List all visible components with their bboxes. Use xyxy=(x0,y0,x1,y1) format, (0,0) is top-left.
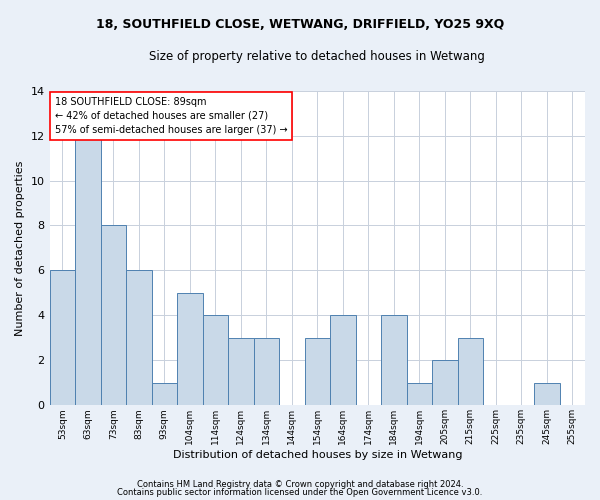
Bar xyxy=(126,270,152,406)
Text: 18, SOUTHFIELD CLOSE, WETWANG, DRIFFIELD, YO25 9XQ: 18, SOUTHFIELD CLOSE, WETWANG, DRIFFIELD… xyxy=(96,18,504,30)
Bar xyxy=(432,360,458,406)
Bar xyxy=(177,293,203,406)
Bar xyxy=(254,338,279,406)
Bar xyxy=(458,338,483,406)
Bar xyxy=(50,270,75,406)
Bar xyxy=(534,383,560,406)
Bar xyxy=(228,338,254,406)
Text: Contains public sector information licensed under the Open Government Licence v3: Contains public sector information licen… xyxy=(118,488,482,497)
Bar xyxy=(203,316,228,406)
X-axis label: Distribution of detached houses by size in Wetwang: Distribution of detached houses by size … xyxy=(173,450,462,460)
Y-axis label: Number of detached properties: Number of detached properties xyxy=(15,160,25,336)
Text: Contains HM Land Registry data © Crown copyright and database right 2024.: Contains HM Land Registry data © Crown c… xyxy=(137,480,463,489)
Bar xyxy=(407,383,432,406)
Bar xyxy=(75,136,101,406)
Bar xyxy=(381,316,407,406)
Bar xyxy=(152,383,177,406)
Bar xyxy=(101,226,126,406)
Bar xyxy=(330,316,356,406)
Title: Size of property relative to detached houses in Wetwang: Size of property relative to detached ho… xyxy=(149,50,485,63)
Bar xyxy=(305,338,330,406)
Text: 18 SOUTHFIELD CLOSE: 89sqm
← 42% of detached houses are smaller (27)
57% of semi: 18 SOUTHFIELD CLOSE: 89sqm ← 42% of deta… xyxy=(55,97,287,135)
